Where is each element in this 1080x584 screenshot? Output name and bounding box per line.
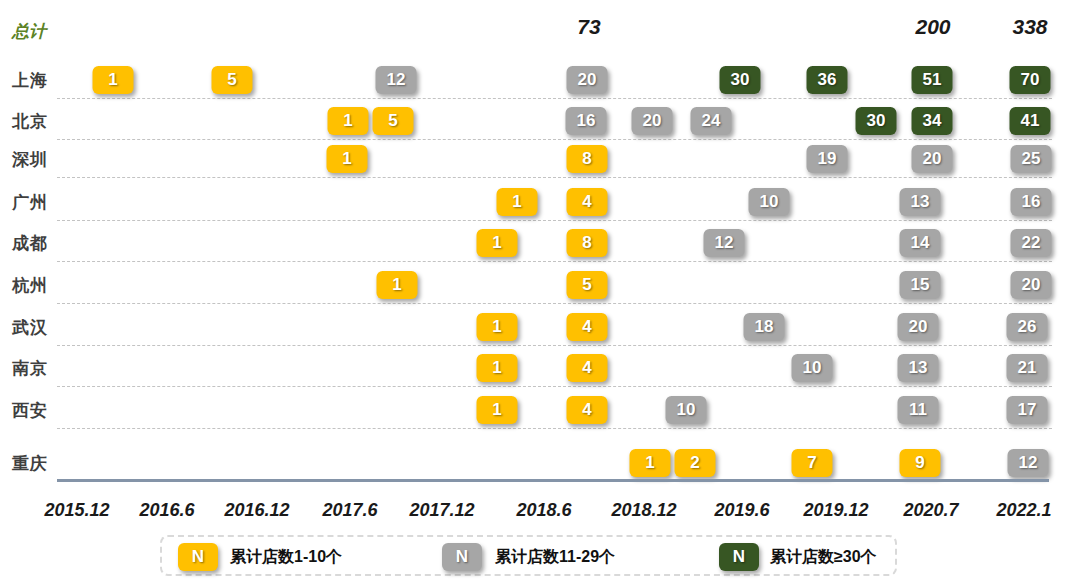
store-expansion-chart: 总计 73200338 上海15122030365170北京1516202430… <box>0 0 1080 584</box>
store-count-badge: 1 <box>497 188 538 216</box>
store-count-badge: 16 <box>566 107 607 135</box>
axis-label: 2016.12 <box>224 500 289 521</box>
store-count-badge: 5 <box>212 66 253 94</box>
city-label: 武汉 <box>12 316 48 339</box>
axis-label: 2016.6 <box>139 500 194 521</box>
store-count-badge: 10 <box>666 396 707 424</box>
store-count-badge: 26 <box>1007 313 1048 341</box>
city-label: 上海 <box>12 69 48 92</box>
store-count-badge: 2 <box>675 449 716 477</box>
store-count-badge: 30 <box>720 66 761 94</box>
row-separator <box>57 177 1052 178</box>
store-count-badge: 24 <box>691 107 732 135</box>
legend-label: 累计店数1-10个 <box>230 543 342 571</box>
store-count-badge: 12 <box>704 229 745 257</box>
axis-label: 2020.7 <box>903 500 958 521</box>
store-count-badge: 1 <box>328 107 369 135</box>
store-count-badge: 70 <box>1010 66 1051 94</box>
store-count-badge: 20 <box>632 107 673 135</box>
row-separator <box>57 98 1052 99</box>
store-count-badge: 20 <box>912 145 953 173</box>
axis-label: 2018.6 <box>516 500 571 521</box>
store-count-badge: 22 <box>1011 229 1052 257</box>
store-count-badge: 7 <box>792 449 833 477</box>
row-separator <box>57 428 1052 429</box>
city-label: 深圳 <box>12 148 48 171</box>
store-count-badge: 15 <box>900 271 941 299</box>
store-count-badge: 41 <box>1010 107 1051 135</box>
store-count-badge: 5 <box>567 271 608 299</box>
store-count-badge: 9 <box>900 449 941 477</box>
total-value: 200 <box>915 15 950 39</box>
axis-label: 2017.6 <box>322 500 377 521</box>
store-count-badge: 1 <box>477 313 518 341</box>
store-count-badge: 12 <box>1008 449 1049 477</box>
store-count-badge: 20 <box>898 313 939 341</box>
store-count-badge: 18 <box>744 313 785 341</box>
store-count-badge: 16 <box>1011 188 1052 216</box>
city-label: 重庆 <box>12 452 48 475</box>
store-count-badge: 5 <box>373 107 414 135</box>
store-count-badge: 8 <box>567 229 608 257</box>
store-count-badge: 1 <box>377 271 418 299</box>
store-count-badge: 1 <box>477 354 518 382</box>
row-separator <box>57 261 1052 262</box>
axis-label: 2017.12 <box>409 500 474 521</box>
store-count-badge: 1 <box>630 449 671 477</box>
legend-badge: N <box>178 543 218 571</box>
store-count-badge: 10 <box>792 354 833 382</box>
row-separator <box>57 345 1052 346</box>
legend-label: 累计店数≥30个 <box>770 543 877 571</box>
city-label: 南京 <box>12 357 48 380</box>
row-separator <box>57 303 1052 304</box>
store-count-badge: 4 <box>567 313 608 341</box>
store-count-badge: 1 <box>477 229 518 257</box>
store-count-badge: 4 <box>567 396 608 424</box>
row-separator <box>57 220 1052 221</box>
store-count-badge: 34 <box>912 107 953 135</box>
city-label: 西安 <box>12 399 48 422</box>
store-count-badge: 1 <box>327 145 368 173</box>
city-label: 成都 <box>12 232 48 255</box>
axis-baseline <box>57 479 1049 482</box>
axis-label: 2018.12 <box>611 500 676 521</box>
store-count-badge: 8 <box>567 145 608 173</box>
store-count-badge: 25 <box>1011 145 1052 173</box>
city-label: 广州 <box>12 191 48 214</box>
store-count-badge: 30 <box>856 107 897 135</box>
legend-badge: N <box>719 543 759 571</box>
store-count-badge: 20 <box>1011 271 1052 299</box>
row-separator <box>57 386 1052 387</box>
store-count-badge: 10 <box>749 188 790 216</box>
store-count-badge: 51 <box>912 66 953 94</box>
axis-label: 2019.12 <box>803 500 868 521</box>
city-label: 杭州 <box>12 274 48 297</box>
total-value: 338 <box>1012 15 1047 39</box>
store-count-badge: 4 <box>567 188 608 216</box>
store-count-badge: 20 <box>567 66 608 94</box>
row-separator <box>57 139 1052 140</box>
store-count-badge: 1 <box>477 396 518 424</box>
total-value: 73 <box>577 15 600 39</box>
store-count-badge: 14 <box>900 229 941 257</box>
legend-badge: N <box>442 543 482 571</box>
city-label: 北京 <box>12 110 48 133</box>
store-count-badge: 11 <box>898 396 939 424</box>
store-count-badge: 4 <box>567 354 608 382</box>
total-row-label: 总计 <box>12 20 46 43</box>
legend-label: 累计店数11-29个 <box>495 543 615 571</box>
store-count-badge: 13 <box>900 188 941 216</box>
store-count-badge: 36 <box>807 66 848 94</box>
store-count-badge: 1 <box>93 66 134 94</box>
axis-label: 2015.12 <box>44 500 109 521</box>
store-count-badge: 19 <box>807 145 848 173</box>
axis-label: 2022.1 <box>996 500 1051 521</box>
store-count-badge: 12 <box>376 66 417 94</box>
store-count-badge: 21 <box>1007 354 1048 382</box>
store-count-badge: 13 <box>898 354 939 382</box>
axis-label: 2019.6 <box>714 500 769 521</box>
store-count-badge: 17 <box>1007 396 1048 424</box>
